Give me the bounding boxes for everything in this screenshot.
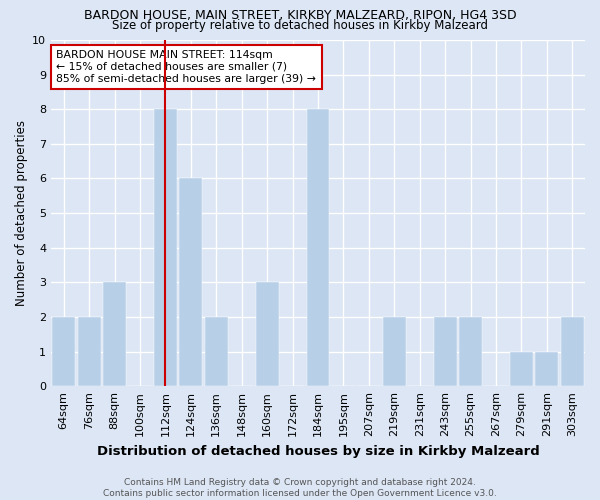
Bar	[154, 109, 177, 386]
Bar	[459, 317, 482, 386]
Bar	[510, 352, 533, 386]
Bar	[535, 352, 559, 386]
Bar	[307, 109, 329, 386]
Y-axis label: Number of detached properties: Number of detached properties	[15, 120, 28, 306]
Bar	[103, 282, 126, 386]
Bar	[383, 317, 406, 386]
Bar	[179, 178, 202, 386]
Bar	[52, 317, 75, 386]
Text: BARDON HOUSE MAIN STREET: 114sqm
← 15% of detached houses are smaller (7)
85% of: BARDON HOUSE MAIN STREET: 114sqm ← 15% o…	[56, 50, 316, 84]
Bar	[256, 282, 278, 386]
Bar	[78, 317, 101, 386]
Bar	[434, 317, 457, 386]
Bar	[561, 317, 584, 386]
Text: Size of property relative to detached houses in Kirkby Malzeard: Size of property relative to detached ho…	[112, 18, 488, 32]
Text: BARDON HOUSE, MAIN STREET, KIRKBY MALZEARD, RIPON, HG4 3SD: BARDON HOUSE, MAIN STREET, KIRKBY MALZEA…	[83, 9, 517, 22]
Text: Contains HM Land Registry data © Crown copyright and database right 2024.
Contai: Contains HM Land Registry data © Crown c…	[103, 478, 497, 498]
X-axis label: Distribution of detached houses by size in Kirkby Malzeard: Distribution of detached houses by size …	[97, 444, 539, 458]
Bar	[205, 317, 228, 386]
